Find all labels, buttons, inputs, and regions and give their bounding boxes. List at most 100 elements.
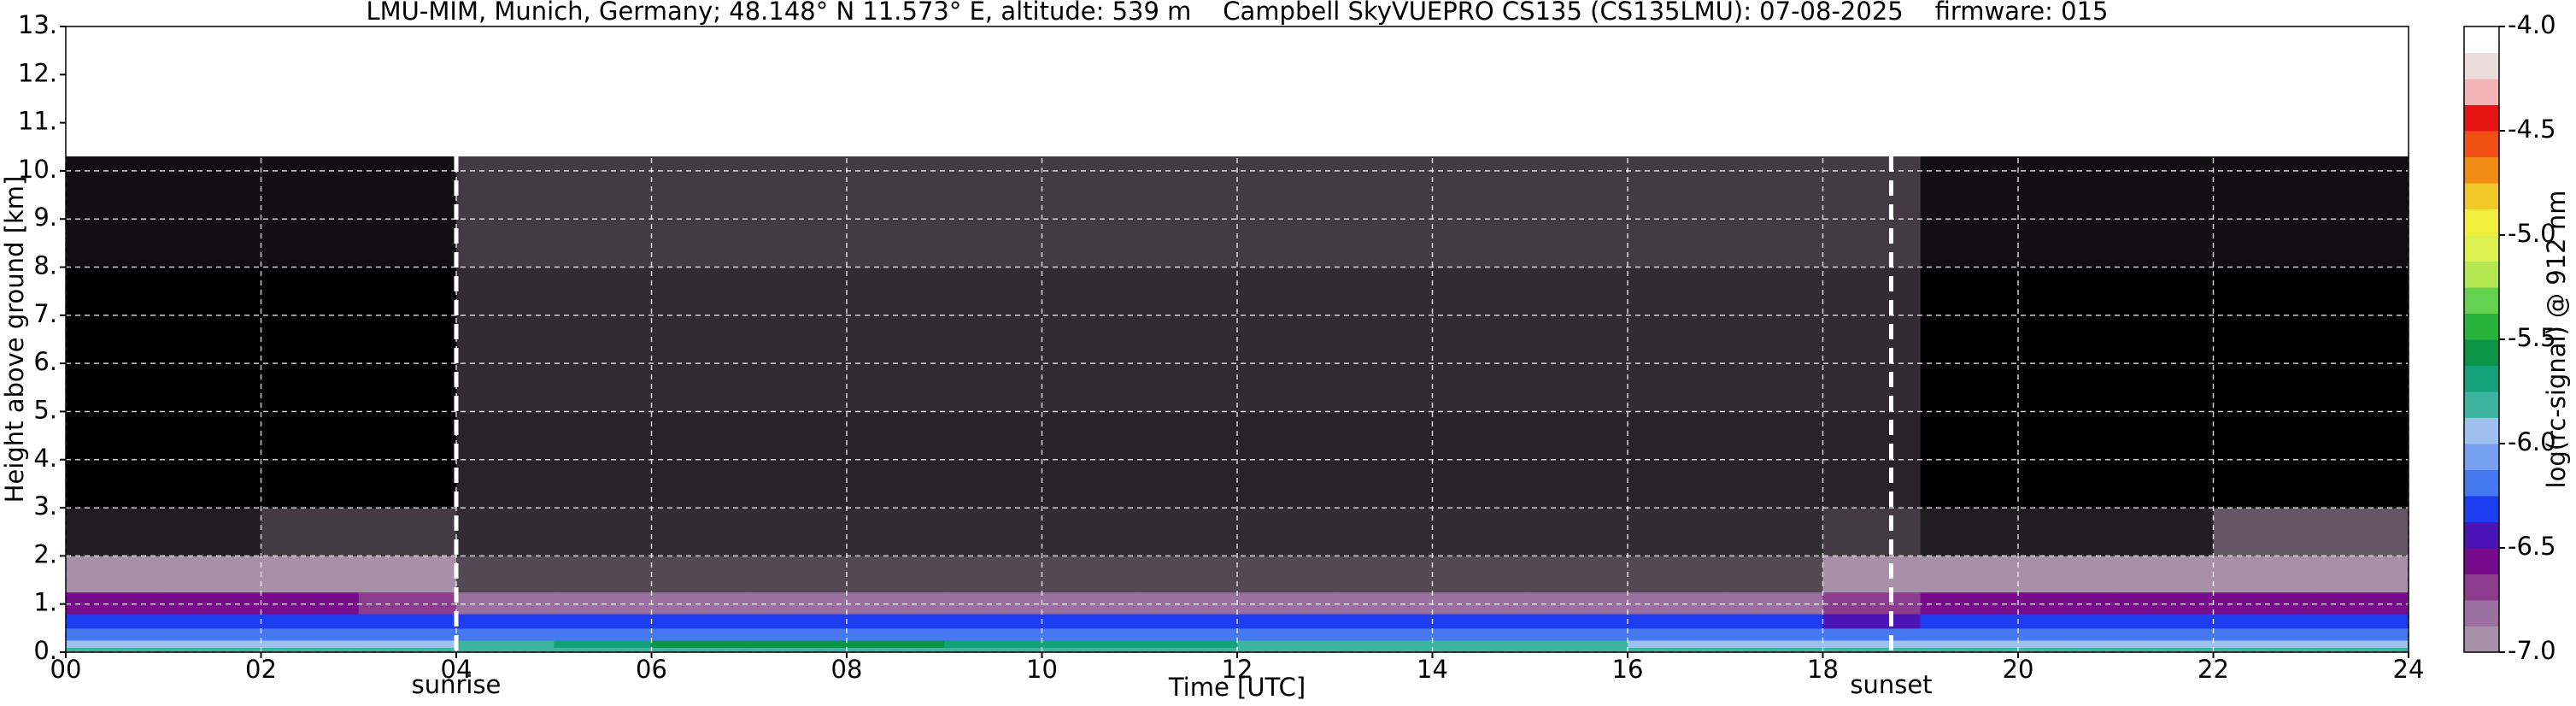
heatmap-cell (748, 156, 848, 268)
y-tick-label: 1. (33, 588, 57, 617)
heatmap-cell (66, 508, 164, 556)
heatmap-cell (163, 613, 262, 629)
heatmap-cell (2213, 627, 2312, 641)
heatmap-cell (1335, 267, 1434, 413)
heatmap-cell (1335, 156, 1434, 268)
heatmap-cell (2018, 508, 2116, 556)
heatmap-cell (261, 156, 360, 268)
y-tick-label: 12. (18, 58, 57, 87)
heatmap-cell (847, 639, 945, 648)
heatmap-cell (944, 591, 1043, 615)
heatmap-cell (1335, 647, 1434, 653)
heatmap-cell (1822, 156, 1922, 268)
heatmap-cell (261, 508, 360, 556)
heatmap-cell (847, 591, 945, 615)
heatmap-cell (1725, 267, 1824, 413)
heatmap-cell (2213, 556, 2312, 593)
heatmap-cell (651, 591, 750, 615)
colorbar-swatch (2464, 156, 2499, 184)
heatmap-cell (1529, 647, 1628, 653)
heatmap-cell (651, 156, 750, 268)
heatmap-cell (1335, 508, 1434, 556)
heatmap-cell (261, 639, 360, 648)
heatmap-cell (358, 591, 457, 615)
heatmap-cell (66, 613, 164, 629)
colorbar-swatch (2464, 235, 2499, 262)
heatmap-cell (2115, 639, 2215, 648)
colorbar-swatch (2464, 521, 2499, 549)
heatmap-cell (1432, 591, 1531, 615)
heatmap-cell (1920, 156, 2019, 268)
heatmap-cell (358, 647, 457, 653)
heatmap-cell (1529, 267, 1628, 413)
heatmap-cell (1628, 267, 1726, 413)
heatmap-cell (554, 613, 653, 629)
x-tick-label: 04 (441, 655, 472, 684)
heatmap-cell (358, 639, 457, 648)
heatmap-cell (1628, 591, 1726, 615)
heatmap-cell (1432, 267, 1531, 413)
heatmap-cell (1432, 508, 1531, 556)
heatmap-cell (2115, 627, 2215, 641)
heatmap-cell (456, 647, 555, 653)
heatmap-cell (1432, 156, 1531, 268)
heatmap-cell (2018, 627, 2116, 641)
heatmap-cell (847, 556, 945, 593)
colorbar-swatch (2464, 209, 2499, 236)
heatmap-cell (748, 627, 848, 641)
heatmap-cell (748, 639, 848, 648)
heatmap-cell (2115, 647, 2215, 653)
heatmap-cell (1725, 613, 1824, 629)
heatmap-cell (2310, 591, 2409, 615)
heatmap-cell (1628, 613, 1726, 629)
colorbar-tick-label: -7.0 (2508, 636, 2556, 665)
colorbar-swatch (2464, 261, 2499, 288)
y-tick-label: 5. (33, 395, 57, 424)
colorbar-tick-label: -4.0 (2508, 10, 2556, 39)
x-tick-label: 22 (2198, 655, 2229, 684)
heatmap-cell (2310, 613, 2409, 629)
heatmap-cell (847, 627, 945, 641)
heatmap-cell (651, 613, 750, 629)
heatmap-cell (2310, 508, 2409, 556)
heatmap-cell (1628, 156, 1726, 268)
heatmap-cell (1139, 627, 1238, 641)
heatmap-cell (1237, 508, 1335, 556)
heatmap-cell (651, 627, 750, 641)
colorbar-swatch (2464, 365, 2499, 392)
heatmap-cell (2310, 647, 2409, 653)
x-tick-label: 02 (245, 655, 277, 684)
heatmap-cell (358, 627, 457, 641)
heatmap-cell (651, 556, 750, 593)
colorbar-swatch (2464, 339, 2499, 366)
heatmap-cell (944, 508, 1043, 556)
colorbar-tick-label: -5.5 (2508, 323, 2556, 352)
heatmap-cell (1042, 639, 1141, 648)
heatmap-cell (163, 639, 262, 648)
heatmap-cell (1139, 508, 1238, 556)
heatmap-cell (358, 613, 457, 629)
heatmap-cell (261, 627, 360, 641)
heatmap-cell (1920, 508, 2019, 556)
heatmap-cell (358, 267, 457, 413)
heatmap-cell (847, 613, 945, 629)
colorbar-tick-label: -4.5 (2508, 115, 2556, 144)
y-tick-label: 4. (33, 444, 57, 473)
x-tick-label: 16 (1612, 655, 1644, 684)
heatmap-cell (1725, 508, 1824, 556)
heatmap-cell (456, 639, 555, 648)
y-tick-label: 3. (33, 491, 57, 521)
heatmap-cell (748, 647, 848, 653)
heatmap-cell (1432, 639, 1531, 648)
heatmap-cell (2018, 267, 2116, 413)
heatmap-cell (1920, 556, 2019, 593)
heatmap-cell (1139, 556, 1238, 593)
heatmap-cell (2018, 639, 2116, 648)
heatmap-cell (944, 267, 1043, 413)
heatmap-cell (1139, 267, 1238, 413)
heatmap-cell (847, 156, 945, 268)
heatmap-cell (1628, 508, 1726, 556)
heatmap-cell (456, 613, 555, 629)
x-tick-label: 00 (50, 655, 82, 684)
colorbar-swatch (2464, 52, 2499, 79)
